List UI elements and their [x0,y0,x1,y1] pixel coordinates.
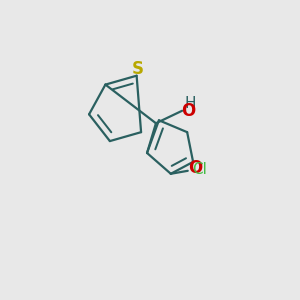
Text: O: O [182,102,196,120]
Text: O: O [188,159,203,177]
Text: H: H [184,95,196,110]
Text: Cl: Cl [192,162,207,177]
Text: S: S [132,60,144,78]
